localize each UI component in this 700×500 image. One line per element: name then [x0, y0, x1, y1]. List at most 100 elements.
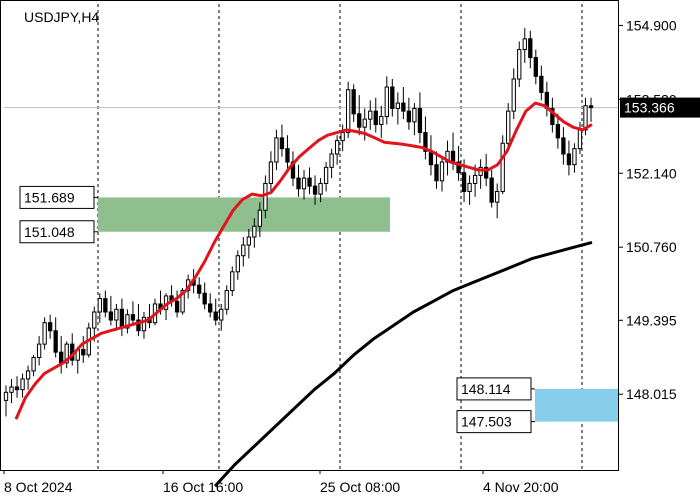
- candle-body: [202, 292, 207, 305]
- candle-body: [25, 370, 31, 380]
- candle: [202, 282, 207, 310]
- candle: [257, 202, 263, 237]
- candle-body: [318, 182, 323, 195]
- slow-ma-line: [213, 240, 593, 488]
- candle: [301, 170, 307, 200]
- candle: [136, 303, 141, 337]
- zone-price-label: 151.689: [19, 185, 98, 209]
- candle-body: [550, 107, 555, 126]
- candle: [329, 148, 334, 179]
- candle-body: [357, 113, 362, 128]
- x-tick-label: 8 Oct 2024: [4, 479, 73, 495]
- candle: [20, 373, 25, 398]
- candle-body: [334, 140, 340, 155]
- candle-body: [97, 298, 102, 313]
- candle-body: [274, 137, 279, 163]
- candle-body: [577, 129, 583, 150]
- candle: [36, 336, 42, 366]
- candle-body: [384, 86, 389, 117]
- candle: [141, 311, 147, 339]
- candle-body: [395, 102, 400, 109]
- candle-body: [257, 209, 263, 227]
- candle: [428, 135, 434, 176]
- candle-body: [103, 298, 108, 313]
- chart-title: USDJPY,H4: [24, 9, 99, 25]
- candle-body: [9, 386, 14, 393]
- candle-body: [495, 190, 500, 203]
- candle: [230, 266, 235, 296]
- candle-body: [566, 153, 572, 166]
- candle: [467, 175, 472, 205]
- candle: [42, 317, 47, 350]
- x-axis: 8 Oct 2024 16 Oct 16:00 25 Oct 08:00 4 Nov …: [3, 470, 559, 495]
- candle-body: [136, 319, 141, 332]
- candle: [373, 97, 378, 133]
- candle: [246, 228, 251, 259]
- candle: [434, 151, 439, 189]
- candle-body: [390, 86, 395, 109]
- candle: [252, 218, 257, 248]
- candle-body: [588, 105, 594, 109]
- candle: [445, 140, 450, 176]
- candle: [561, 127, 566, 165]
- candle: [130, 301, 136, 326]
- candle-body: [224, 290, 229, 310]
- candle-body: [467, 182, 472, 192]
- candle: [357, 95, 362, 136]
- candle-body: [108, 311, 114, 321]
- candle: [340, 124, 345, 152]
- candle-body: [572, 148, 577, 166]
- candle-body: [246, 236, 251, 246]
- candle-body: [555, 124, 561, 139]
- candle: [379, 105, 384, 138]
- candle: [307, 167, 312, 195]
- zone-labels: 151.689 151.048 148.114 147.503: [19, 185, 535, 434]
- candle: [395, 92, 400, 125]
- candle: [577, 121, 583, 154]
- candle-body: [456, 161, 461, 174]
- candle: [439, 156, 445, 192]
- candle-body: [450, 150, 456, 163]
- candle: [528, 30, 533, 69]
- candle-body: [351, 89, 356, 115]
- candle-body: [461, 172, 467, 192]
- candle: [70, 333, 75, 366]
- candle-body: [539, 75, 544, 93]
- candle-body: [114, 308, 119, 321]
- candle: [517, 41, 522, 88]
- candle: [555, 113, 561, 149]
- candle: [417, 92, 423, 144]
- candle: [119, 298, 125, 337]
- x-tick-label: 16 Oct 16:00: [163, 479, 243, 495]
- candle: [544, 81, 550, 117]
- zone-price-label: 148.114: [456, 377, 535, 401]
- candle-body: [511, 78, 516, 112]
- candle-body: [3, 391, 9, 401]
- candle-body: [472, 174, 478, 184]
- y-tick-label: 150.760: [626, 239, 677, 255]
- candle-body: [329, 153, 334, 168]
- candle: [368, 100, 373, 130]
- candle: [235, 250, 240, 280]
- candle: [81, 336, 86, 363]
- candle-body: [47, 322, 53, 332]
- candle-body: [517, 49, 522, 80]
- candle-body: [439, 161, 445, 182]
- candle: [401, 87, 406, 120]
- candle: [318, 178, 323, 203]
- zone-price-text: 151.048: [24, 224, 75, 240]
- candle: [511, 68, 516, 120]
- candle-body: [417, 107, 423, 134]
- candle: [533, 49, 538, 85]
- zone-price-label: 147.503: [456, 410, 535, 434]
- candle: [384, 76, 389, 125]
- candle: [423, 116, 428, 160]
- zone-price-text: 151.689: [24, 189, 75, 205]
- candle: [390, 78, 395, 117]
- candle: [500, 135, 505, 195]
- candle: [31, 354, 36, 377]
- candle: [406, 97, 412, 130]
- candle-body: [412, 107, 417, 123]
- current-price-badge: [620, 97, 700, 118]
